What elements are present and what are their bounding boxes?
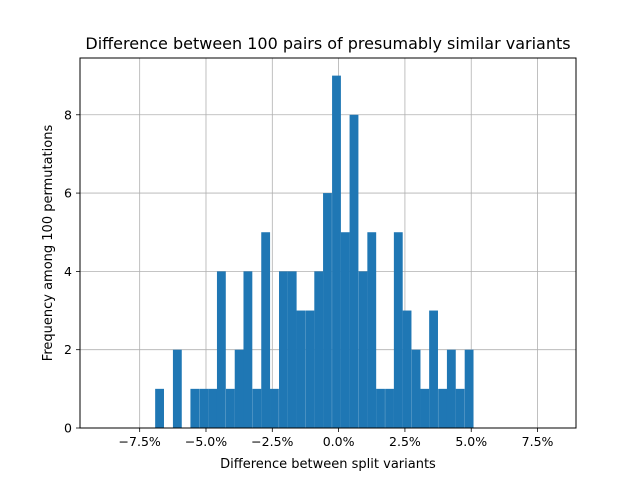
x-tick-label: −5.0% (185, 434, 227, 449)
histogram-bar (358, 271, 368, 428)
histogram-bar (420, 388, 430, 428)
histogram-bar (340, 232, 350, 428)
histogram-bar (323, 193, 332, 428)
histogram-bar (199, 388, 209, 428)
histogram-bar (402, 310, 412, 428)
histogram-bar (332, 75, 341, 428)
histogram-bar (305, 310, 315, 428)
y-axis: 0 2 4 6 8 (64, 107, 80, 436)
histogram-bar (376, 388, 385, 428)
y-tick-label: 4 (64, 264, 72, 279)
histogram-bar (385, 388, 394, 428)
histogram-bar (190, 388, 200, 428)
histogram-bar (279, 271, 288, 428)
x-tick-label: −2.5% (251, 434, 293, 449)
x-tick-label: 7.5% (522, 434, 554, 449)
histogram-bar (208, 388, 218, 428)
histogram-bar (234, 349, 244, 428)
x-tick-label: −7.5% (119, 434, 161, 449)
histogram-bar (314, 271, 324, 428)
histogram-bar (261, 232, 271, 428)
histogram-bar (446, 349, 456, 428)
histogram-bar (287, 271, 297, 428)
histogram-bar (296, 310, 306, 428)
x-tick-label: 0.0% (323, 434, 355, 449)
y-axis-label: Frequency among 100 permutations (41, 125, 56, 362)
y-tick-label: 8 (64, 107, 72, 122)
histogram-bar (411, 349, 421, 428)
histogram-bar (172, 349, 182, 428)
histogram-bar (393, 232, 403, 428)
histogram-bar (270, 388, 279, 428)
bars (155, 75, 474, 428)
histogram-bar (367, 232, 377, 428)
histogram-bar (155, 388, 164, 428)
x-tick-label: 5.0% (455, 434, 487, 449)
x-tick-label: 2.5% (389, 434, 421, 449)
histogram-bar (455, 388, 465, 428)
chart-title: Difference between 100 pairs of presumab… (85, 34, 570, 53)
histogram-bar (243, 271, 253, 428)
y-tick-label: 0 (64, 421, 72, 436)
x-axis-label: Difference between split variants (220, 457, 436, 472)
histogram-bar (429, 310, 438, 428)
plot-frame (79, 57, 577, 429)
histogram-bar (252, 388, 262, 428)
histogram-bar (464, 349, 474, 428)
x-axis: −7.5% −5.0% −2.5% 0.0% 2.5% 5.0% 7.5% (119, 428, 554, 449)
y-tick-label: 6 (64, 186, 72, 201)
histogram-bar (216, 271, 226, 428)
y-tick-label: 2 (64, 342, 72, 357)
histogram-bar (225, 388, 235, 428)
histogram-bar (438, 388, 448, 428)
histogram-bar (349, 114, 359, 428)
